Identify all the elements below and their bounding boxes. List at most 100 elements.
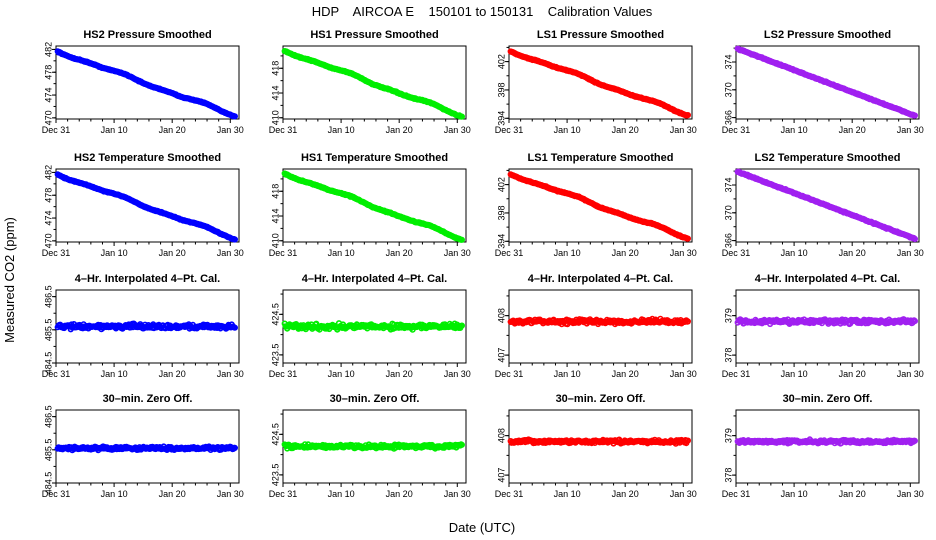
plot-frame	[508, 409, 693, 484]
data-point	[231, 236, 238, 243]
data-point	[684, 437, 692, 444]
data-series	[734, 316, 919, 328]
plot-frame	[735, 168, 920, 243]
x-tick-label: Jan 30	[897, 248, 924, 258]
x-tick-label: Jan 20	[612, 369, 639, 379]
y-tick-label: 424.5	[270, 303, 280, 326]
y-tick-label: 484.5	[43, 472, 53, 495]
x-tick-label: Jan 10	[328, 489, 355, 499]
x-tick-label: Jan 10	[781, 248, 808, 258]
x-tick-label: Jan 20	[386, 369, 413, 379]
panel-title: 4–Hr. Interpolated 4–Pt. Cal.	[302, 273, 448, 285]
panel-title: LS2 Temperature Smoothed	[755, 152, 901, 164]
data-point	[231, 113, 238, 120]
y-tick-label: 423.5	[270, 464, 280, 487]
data-point	[911, 318, 919, 325]
x-tick-label: Jan 20	[159, 125, 186, 135]
panel-title: LS1 Pressure Smoothed	[537, 29, 664, 41]
y-tick-label: 394	[496, 111, 506, 126]
y-tick-label: 378	[723, 468, 733, 483]
y-tick-label: 482	[43, 165, 53, 180]
y-tick-label: 402	[496, 177, 506, 192]
x-axis-label: Date (UTC)	[449, 520, 515, 535]
x-tick-label: Jan 30	[217, 248, 244, 258]
data-point	[684, 235, 692, 242]
x-tick-label: Jan 20	[839, 125, 866, 135]
data-series	[54, 443, 238, 454]
data-series	[281, 47, 466, 120]
x-tick-label: Jan 30	[444, 125, 471, 135]
data-point	[458, 236, 466, 243]
y-tick-label: 470	[43, 110, 53, 125]
x-tick-label: Jan 20	[386, 489, 413, 499]
y-tick-label: 370	[723, 82, 733, 97]
x-tick-label: Jan 30	[897, 125, 924, 135]
x-tick-label: Jan 30	[670, 125, 697, 135]
y-tick-label: 418	[270, 184, 280, 199]
panel: HS2 Temperature Smoothed Dec 31 Jan 10 Jan …	[42, 152, 244, 258]
x-tick-label: Jan 30	[670, 369, 697, 379]
x-tick-label: Jan 20	[839, 369, 866, 379]
panel: HS1 Pressure Smoothed Dec 31 Jan 10 Jan 20 J…	[269, 29, 471, 135]
y-tick-label: 486.5	[43, 405, 53, 428]
panel-title: LS2 Pressure Smoothed	[764, 29, 891, 41]
panel: 30–min. Zero Off. Dec 31 Jan 10 Jan 20 Jan 3…	[42, 393, 244, 499]
x-tick-label: Dec 31	[269, 369, 298, 379]
y-tick-label: 366	[723, 110, 733, 125]
y-tick-label: 370	[723, 205, 733, 220]
x-tick-label: Dec 31	[495, 248, 524, 258]
data-series	[281, 170, 466, 243]
panel: 4–Hr. Interpolated 4–Pt. Cal. Dec 31 Jan 1…	[495, 273, 697, 379]
plot-frame	[508, 45, 693, 120]
data-series	[734, 436, 919, 447]
panel: 4–Hr. Interpolated 4–Pt. Cal. Dec 31 Jan 1…	[269, 273, 471, 379]
x-tick-label: Dec 31	[495, 489, 524, 499]
data-point	[684, 318, 692, 325]
x-tick-label: Dec 31	[42, 489, 71, 499]
y-tick-label: 414	[270, 86, 280, 101]
y-tick-label: 366	[723, 233, 733, 248]
x-tick-label: Dec 31	[495, 369, 524, 379]
x-tick-label: Jan 20	[839, 248, 866, 258]
y-tick-label: 374	[723, 177, 733, 192]
plot-frame	[735, 409, 920, 484]
x-tick-label: Jan 30	[670, 248, 697, 258]
y-tick-label: 485.5	[43, 319, 53, 342]
y-tick-label: 407	[496, 468, 506, 483]
y-tick-label: 410	[270, 233, 280, 248]
x-tick-label: Jan 10	[781, 489, 808, 499]
y-tick-label: 478	[43, 188, 53, 203]
data-series	[281, 320, 466, 333]
x-tick-label: Jan 10	[328, 369, 355, 379]
x-tick-label: Jan 10	[101, 125, 128, 135]
plot-frame	[508, 289, 693, 364]
panel-grid: HS2 Pressure Smoothed Dec 31 Jan 10 Jan 20 J…	[42, 29, 924, 499]
x-tick-label: Dec 31	[722, 369, 751, 379]
panel-title: HS1 Pressure Smoothed	[310, 29, 438, 41]
x-tick-label: Dec 31	[722, 489, 751, 499]
x-tick-label: Jan 30	[217, 489, 244, 499]
data-point	[458, 113, 466, 120]
x-tick-label: Jan 20	[159, 489, 186, 499]
x-tick-label: Jan 10	[781, 125, 808, 135]
panel: LS1 Pressure Smoothed Dec 31 Jan 10 Jan 20 J…	[495, 29, 697, 135]
x-tick-label: Jan 10	[781, 369, 808, 379]
x-tick-label: Jan 30	[444, 369, 471, 379]
x-tick-label: Jan 10	[554, 489, 581, 499]
x-tick-label: Dec 31	[269, 125, 298, 135]
y-tick-label: 414	[270, 209, 280, 224]
data-series	[507, 436, 692, 447]
y-tick-label: 379	[723, 308, 733, 323]
panel-title: HS2 Temperature Smoothed	[74, 152, 221, 164]
x-tick-label: Jan 10	[328, 248, 355, 258]
panel-title: LS1 Temperature Smoothed	[528, 152, 674, 164]
y-tick-label: 470	[43, 233, 53, 248]
panel: LS2 Temperature Smoothed Dec 31 Jan 10 Jan …	[722, 152, 924, 258]
data-point	[684, 111, 692, 119]
x-tick-label: Jan 20	[386, 248, 413, 258]
y-tick-label: 478	[43, 65, 53, 80]
data-series	[507, 315, 692, 328]
x-tick-label: Dec 31	[42, 369, 71, 379]
y-tick-label: 398	[496, 205, 506, 220]
